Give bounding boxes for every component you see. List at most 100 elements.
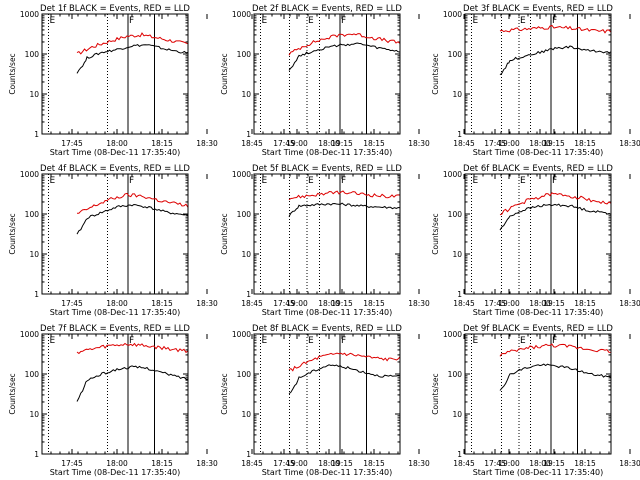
y-tick-label: 1000 (443, 330, 462, 339)
plot-frame (253, 333, 401, 455)
time-marker-label: F (129, 336, 134, 346)
y-tick-label: 10 (241, 250, 251, 259)
time-marker-label: F (341, 336, 346, 346)
panel-det-5: Det 5f BLACK = Events, RED = LLD 1 10 100 10… (220, 164, 565, 317)
series-group (76, 32, 188, 74)
x-tick-label: 17:45 (484, 459, 506, 468)
x-axis-label: Start Time (08-Dec-11 17:35:40) (473, 308, 604, 317)
time-marker-label: E (308, 16, 314, 26)
x-tick-label: 18:00 (529, 459, 551, 468)
x-axis-label: Start Time (08-Dec-11 17:35:40) (50, 468, 181, 477)
panel-title: Det 3f BLACK = Events, RED = LLD (463, 4, 613, 14)
x-tick-label: 18:00 (529, 299, 551, 308)
panel-det-3: Det 3f BLACK = Events, RED = LLD 1 10 100 10… (431, 4, 640, 157)
panel-title: Det 7f BLACK = Events, RED = LLD (40, 324, 190, 334)
y-tick-label: 100 (448, 50, 463, 59)
y-tick-label: 1000 (443, 170, 462, 179)
y-tick-label: 1 (34, 290, 39, 299)
x-tick-label: 19:00 (286, 459, 308, 468)
y-axis-label: Counts/sec (8, 373, 17, 414)
x-tick-label: 18:30 (408, 299, 430, 308)
y-tick-label: 100 (448, 370, 463, 379)
x-axis-label: Start Time (08-Dec-11 17:35:40) (473, 148, 604, 157)
x-tick-label: 19:15 (331, 139, 353, 148)
series-events-line (76, 44, 188, 74)
x-tick-label: 17:45 (273, 299, 295, 308)
y-tick-label: 10 (241, 90, 251, 99)
y-tick-label: 1000 (232, 330, 251, 339)
time-marker-label: F (341, 176, 346, 186)
y-axis-label: Counts/sec (431, 213, 440, 254)
panel-title: Det 1f BLACK = Events, RED = LLD (40, 4, 190, 14)
time-marker-label: E (473, 176, 479, 186)
series-lld-line (76, 32, 188, 55)
x-tick-label: 18:15 (574, 139, 596, 148)
y-axis-label: Counts/sec (8, 213, 17, 254)
series-group (288, 352, 400, 395)
y-tick-label: 100 (237, 370, 252, 379)
time-marker-label: F (129, 176, 134, 186)
x-tick-label: 18:00 (106, 299, 128, 308)
y-tick-label: 1000 (20, 10, 39, 19)
y-tick-label: 10 (29, 250, 39, 259)
time-marker-label: E (520, 16, 526, 26)
series-lld-line (288, 352, 400, 372)
x-tick-label: 18:30 (408, 139, 430, 148)
series-group (499, 343, 611, 391)
x-tick-label: 19:15 (331, 459, 353, 468)
y-tick-label: 1000 (20, 170, 39, 179)
panel-title: Det 8f BLACK = Events, RED = LLD (252, 324, 402, 334)
plot-frame (253, 13, 401, 135)
x-tick-label: 17:45 (273, 459, 295, 468)
time-marker-label: E (50, 176, 56, 186)
x-tick-label: 18:00 (318, 299, 340, 308)
x-axis-label: Start Time (08-Dec-11 17:35:40) (473, 468, 604, 477)
x-tick-label: 19:00 (498, 299, 520, 308)
series-events-line (76, 365, 188, 402)
plot-frame (253, 173, 401, 295)
series-events-line (499, 363, 611, 391)
x-tick-label: 18:30 (196, 459, 218, 468)
x-tick-label: 18:15 (151, 459, 173, 468)
y-tick-label: 1 (246, 130, 251, 139)
x-tick-label: 18:00 (106, 459, 128, 468)
x-tick-label: 17:45 (484, 139, 506, 148)
time-marker-label: F (552, 336, 557, 346)
y-tick-label: 10 (452, 250, 462, 259)
x-axis-label: Start Time (08-Dec-11 17:35:40) (262, 468, 393, 477)
series-group (288, 190, 400, 217)
panel-title: Det 2f BLACK = Events, RED = LLD (252, 4, 402, 14)
panel-title: Det 9f BLACK = Events, RED = LLD (463, 324, 613, 334)
panel-det-8: Det 8f BLACK = Events, RED = LLD 1 10 100 10… (220, 324, 565, 477)
y-tick-label: 10 (29, 90, 39, 99)
plot-frame (41, 333, 189, 455)
series-lld-line (76, 342, 188, 355)
x-tick-label: 17:45 (61, 459, 83, 468)
y-tick-label: 1 (246, 290, 251, 299)
x-tick-label: 18:00 (318, 459, 340, 468)
series-lld-line (288, 190, 400, 201)
x-tick-label: 19:15 (543, 459, 565, 468)
x-tick-label: 17:45 (484, 299, 506, 308)
y-axis-label: Counts/sec (431, 373, 440, 414)
x-tick-label: 18:15 (363, 139, 385, 148)
x-tick-label: 18:15 (151, 139, 173, 148)
panel-det-2: Det 2f BLACK = Events, RED = LLD 1 10 100 10… (220, 4, 565, 157)
x-tick-label: 18:45 (453, 139, 475, 148)
x-tick-label: 19:15 (543, 139, 565, 148)
x-tick-label: 18:15 (363, 299, 385, 308)
x-tick-label: 19:00 (498, 459, 520, 468)
y-tick-label: 10 (29, 410, 39, 419)
time-marker-label: E (262, 16, 268, 26)
plot-frame (464, 173, 612, 295)
x-tick-label: 18:15 (574, 299, 596, 308)
series-group (499, 192, 611, 231)
panel-title: Det 5f BLACK = Events, RED = LLD (252, 164, 402, 174)
time-marker-label: E (50, 336, 56, 346)
panel-title: Det 4f BLACK = Events, RED = LLD (40, 164, 190, 174)
x-tick-label: 19:00 (286, 299, 308, 308)
series-lld-line (288, 33, 400, 56)
y-tick-label: 10 (452, 90, 462, 99)
y-tick-label: 1 (457, 130, 462, 139)
y-tick-label: 100 (25, 50, 40, 59)
